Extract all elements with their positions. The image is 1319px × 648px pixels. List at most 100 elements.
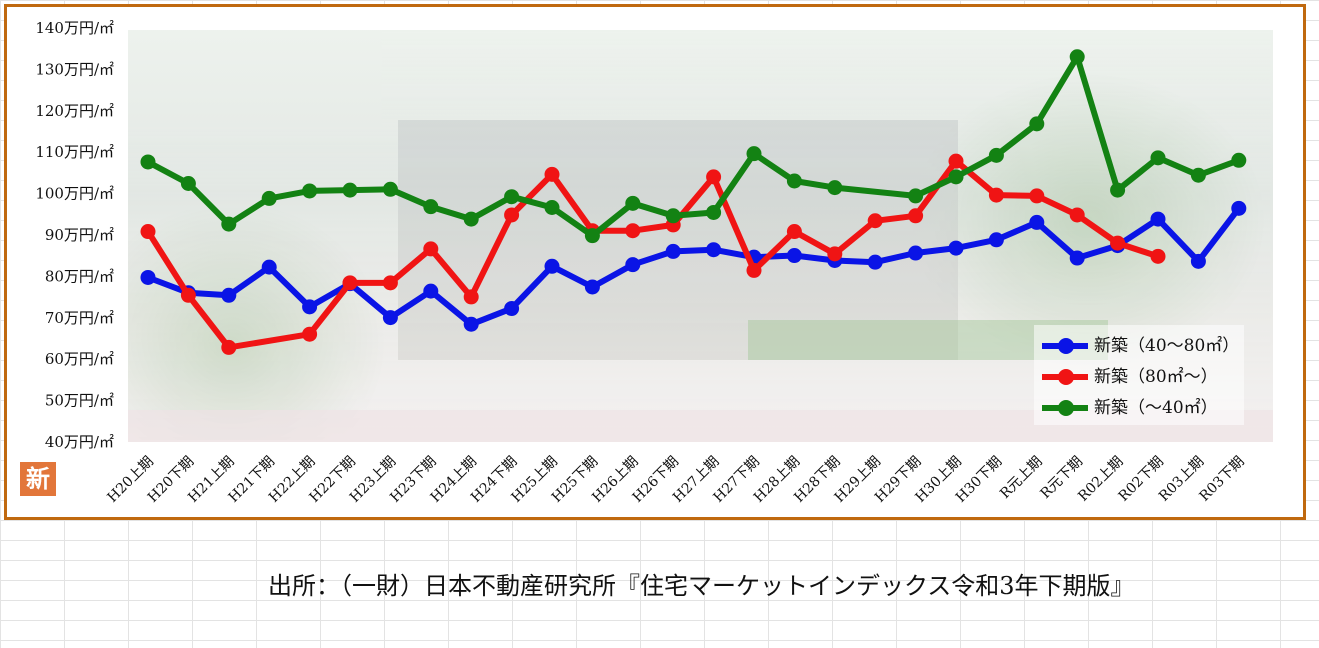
series-line-2[interactable] <box>145 158 1159 351</box>
series-3-point[interactable] <box>1069 49 1085 65</box>
series-1-point[interactable] <box>786 248 802 264</box>
series-2-point[interactable] <box>140 224 156 240</box>
series-3-point[interactable] <box>1029 116 1045 132</box>
series-2-point[interactable] <box>908 208 924 224</box>
series-3-point[interactable] <box>140 154 156 170</box>
series-2-point[interactable] <box>1150 248 1166 264</box>
series-2-point[interactable] <box>1029 188 1045 204</box>
series-2-point[interactable] <box>1069 207 1085 223</box>
series-1-point[interactable] <box>706 242 722 258</box>
series-1-point[interactable] <box>382 310 398 326</box>
series-2-point[interactable] <box>786 224 802 240</box>
series-2-point[interactable] <box>827 246 843 262</box>
series-3-point[interactable] <box>786 173 802 189</box>
series-3-point[interactable] <box>625 195 641 211</box>
series-3-point[interactable] <box>665 208 681 224</box>
series-1-point[interactable] <box>625 257 641 273</box>
series-3-point[interactable] <box>706 204 722 220</box>
y-tick-label: 40万円/㎡ <box>45 433 114 451</box>
series-2-point[interactable] <box>544 166 560 182</box>
y-tick-label: 80万円/㎡ <box>45 267 114 285</box>
series-1-point[interactable] <box>302 299 318 315</box>
series-2-point[interactable] <box>706 169 722 185</box>
legend-swatch-series-2 <box>1042 369 1088 385</box>
legend-marker-series-2 <box>1058 369 1074 385</box>
series-1-point[interactable] <box>463 316 479 332</box>
series-1-point[interactable] <box>504 301 520 317</box>
series-3-point[interactable] <box>342 182 358 198</box>
legend-item-series-1: 新築（40～80㎡） <box>1042 329 1242 359</box>
x-tick-label: R03下期 <box>1196 454 1247 505</box>
series-3-point[interactable] <box>948 169 964 185</box>
series-layer <box>140 49 1247 355</box>
series-1-point[interactable] <box>221 287 237 303</box>
photo-building <box>398 120 958 360</box>
series-1-point[interactable] <box>140 269 156 285</box>
series-1-point[interactable] <box>867 254 883 270</box>
series-2-point[interactable] <box>1110 235 1126 251</box>
series-2-point[interactable] <box>382 275 398 291</box>
series-3-point[interactable] <box>221 216 237 232</box>
series-2-point[interactable] <box>867 213 883 229</box>
series-3-point[interactable] <box>504 189 520 205</box>
series-3-point[interactable] <box>544 200 560 216</box>
y-axis: 40万円/㎡ 50万円/㎡ 60万円/㎡ 70万円/㎡ 80万円/㎡ 90万円/㎡ 100万… <box>35 19 114 451</box>
series-3-point[interactable] <box>1110 182 1126 198</box>
series-2-point[interactable] <box>948 153 964 169</box>
y-tick-label: 130万円/㎡ <box>35 60 114 78</box>
series-2-point[interactable] <box>180 287 196 303</box>
y-tick-label: 90万円/㎡ <box>45 226 114 244</box>
series-1-point[interactable] <box>948 240 964 256</box>
series-2-point[interactable] <box>504 207 520 223</box>
legend-label-series-1: 新築（40～80㎡） <box>1094 336 1240 356</box>
series-1-point[interactable] <box>1231 200 1247 216</box>
legend-marker-series-1 <box>1058 338 1074 354</box>
series-1-point[interactable] <box>1069 250 1085 266</box>
y-tick-label: 120万円/㎡ <box>35 102 114 120</box>
series-3-point[interactable] <box>423 199 439 215</box>
source-caption: 出所：（一財）日本不動産研究所『住宅マーケットインデックス令和3年下期版』 <box>268 572 1135 600</box>
series-1-point[interactable] <box>1150 211 1166 227</box>
series-3-point[interactable] <box>1231 152 1247 168</box>
series-1-point[interactable] <box>584 279 600 295</box>
series-3-point[interactable] <box>746 146 762 162</box>
series-1-point[interactable] <box>261 259 277 275</box>
series-3-point[interactable] <box>382 181 398 197</box>
series-3-point[interactable] <box>302 183 318 199</box>
series-2-point[interactable] <box>746 262 762 278</box>
series-3-point[interactable] <box>463 211 479 227</box>
photo-tree-left <box>128 200 388 440</box>
y-tick-label: 50万円/㎡ <box>45 392 114 410</box>
legend-marker-series-3 <box>1058 400 1074 416</box>
series-2-point[interactable] <box>423 241 439 257</box>
series-3-point[interactable] <box>180 175 196 191</box>
chart-legend[interactable]: 新築（40～80㎡） 新築（80㎡～） 新築（～40㎡） <box>1034 325 1244 425</box>
series-2-point[interactable] <box>625 223 641 239</box>
series-1-point[interactable] <box>988 232 1004 248</box>
series-1-point[interactable] <box>423 283 439 299</box>
series-2-point[interactable] <box>221 339 237 355</box>
x-tick-label: R元上期 <box>997 454 1045 502</box>
series-3-point[interactable] <box>1150 150 1166 166</box>
series-1-point[interactable] <box>665 243 681 259</box>
series-1-point[interactable] <box>544 258 560 274</box>
series-1-point[interactable] <box>1190 253 1206 269</box>
series-2-point[interactable] <box>463 289 479 305</box>
series-3-point[interactable] <box>988 147 1004 163</box>
series-3-point[interactable] <box>261 190 277 206</box>
new-badge-icon: 新 <box>20 462 56 496</box>
series-3-point[interactable] <box>584 228 600 244</box>
legend-item-series-2: 新築（80㎡～） <box>1042 360 1242 390</box>
series-2-point[interactable] <box>342 275 358 291</box>
series-3-point[interactable] <box>827 180 843 196</box>
legend-swatch-series-3 <box>1042 400 1088 416</box>
legend-swatch-series-1 <box>1042 338 1088 354</box>
series-2-point[interactable] <box>302 326 318 342</box>
series-3-point[interactable] <box>908 188 924 204</box>
series-1-point[interactable] <box>1029 214 1045 230</box>
series-1-point[interactable] <box>908 245 924 261</box>
series-line-1[interactable] <box>146 206 1242 328</box>
series-2-point[interactable] <box>988 187 1004 203</box>
series-3-point[interactable] <box>1190 167 1206 183</box>
